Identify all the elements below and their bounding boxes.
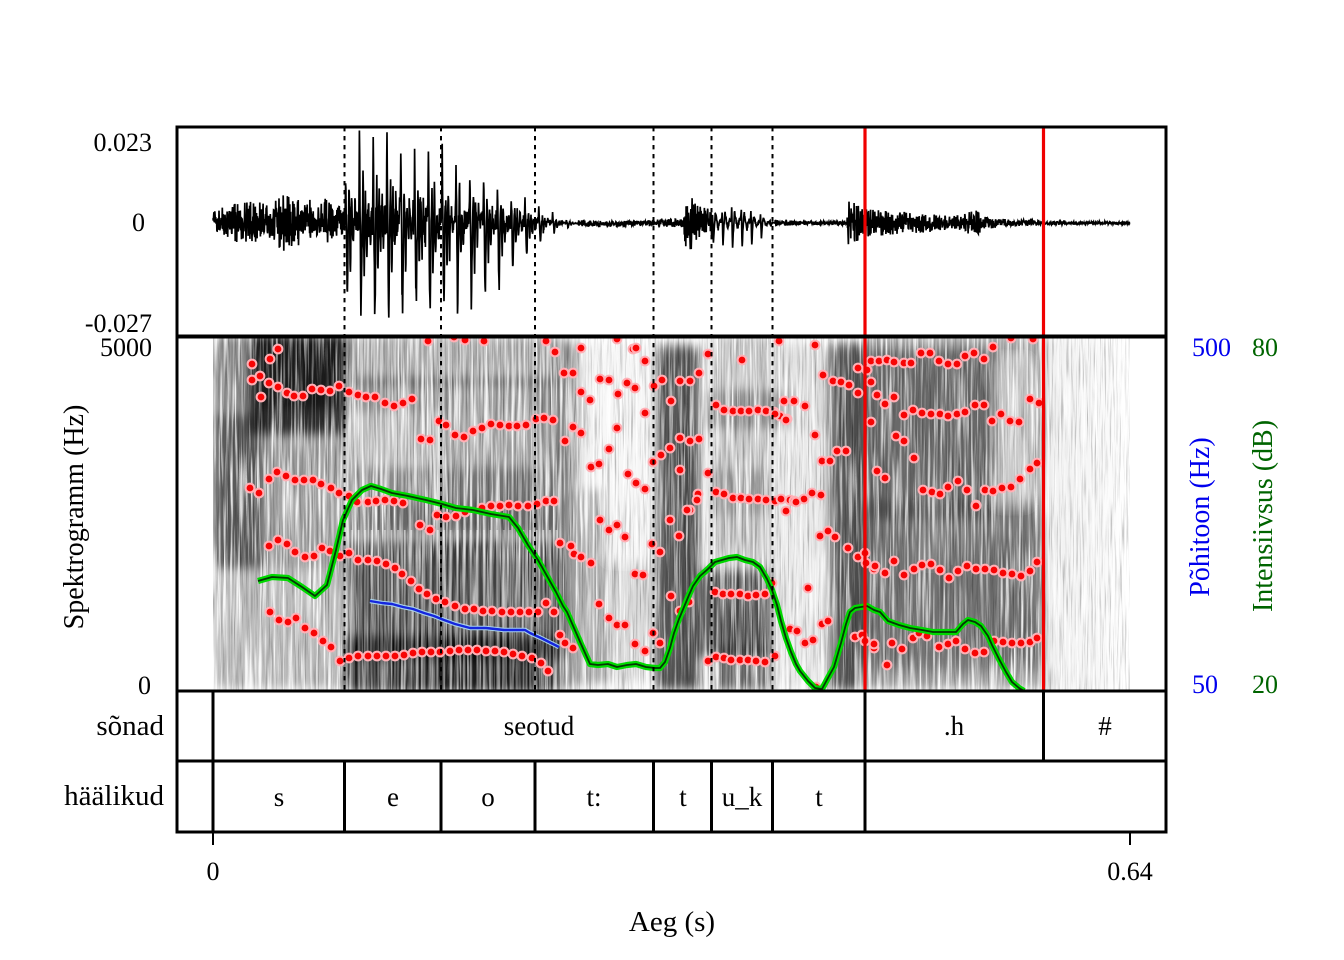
- svg-text:Intensiivsus (dB): Intensiivsus (dB): [1248, 420, 1279, 612]
- svg-text:0.64: 0.64: [1107, 857, 1153, 886]
- svg-text:0: 0: [138, 671, 151, 700]
- svg-text:sõnad: sõnad: [96, 710, 164, 742]
- svg-text:Spektrogramm (Hz): Spektrogramm (Hz): [59, 405, 90, 630]
- svg-text:80: 80: [1252, 333, 1278, 362]
- svg-text:s: s: [274, 782, 285, 812]
- svg-text:häälikud: häälikud: [64, 780, 164, 812]
- svg-text:t: t: [815, 782, 823, 812]
- svg-text:seotud: seotud: [504, 711, 575, 741]
- svg-text:50: 50: [1192, 670, 1218, 699]
- svg-text:20: 20: [1252, 670, 1278, 699]
- svg-text:0: 0: [132, 208, 145, 237]
- svg-text:Põhitoon (Hz): Põhitoon (Hz): [1185, 437, 1216, 596]
- svg-text:t:: t:: [586, 782, 601, 812]
- svg-text:5000: 5000: [100, 333, 152, 362]
- svg-text:Aeg (s): Aeg (s): [629, 906, 715, 938]
- svg-text:500: 500: [1192, 333, 1231, 362]
- svg-text:t: t: [679, 782, 687, 812]
- svg-text:#: #: [1098, 711, 1112, 741]
- svg-text:0: 0: [207, 857, 220, 886]
- svg-text:-0.027: -0.027: [85, 309, 152, 338]
- svg-text:.h: .h: [944, 711, 965, 741]
- svg-text:u_k: u_k: [722, 782, 763, 812]
- svg-text:0.023: 0.023: [94, 128, 153, 157]
- svg-text:e: e: [387, 782, 399, 812]
- svg-text:o: o: [481, 782, 495, 812]
